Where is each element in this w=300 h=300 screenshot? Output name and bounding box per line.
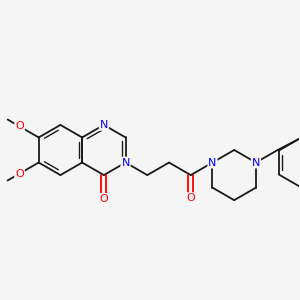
Text: N: N <box>100 120 108 130</box>
Text: O: O <box>15 169 24 178</box>
Text: O: O <box>100 194 108 204</box>
Text: O: O <box>186 193 195 203</box>
Text: N: N <box>122 158 130 167</box>
Text: N: N <box>208 158 217 167</box>
Text: N: N <box>252 158 260 167</box>
Text: O: O <box>15 122 24 131</box>
